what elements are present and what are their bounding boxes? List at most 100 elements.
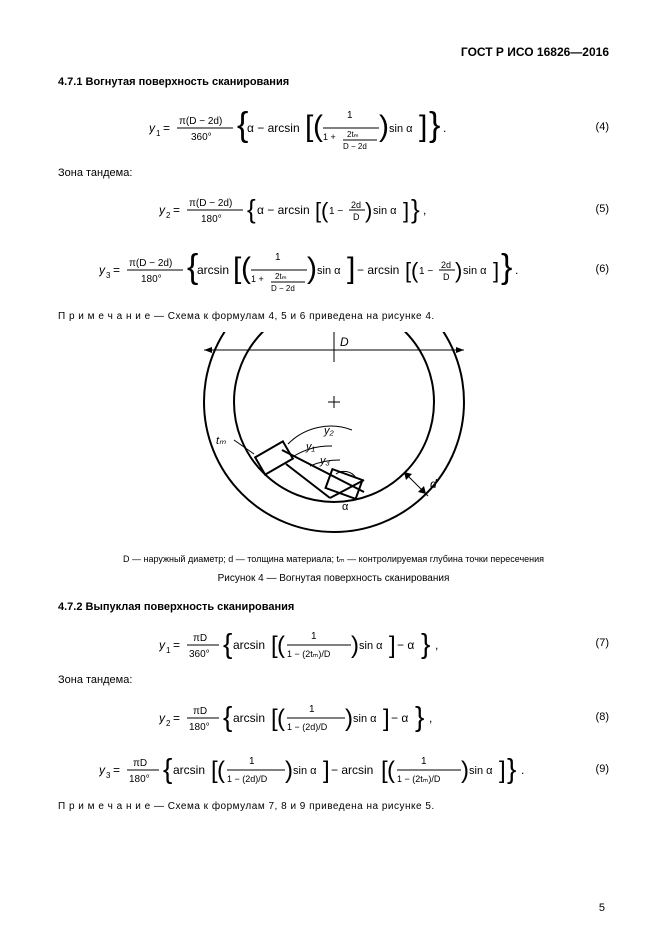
- svg-text:}: }: [429, 106, 440, 144]
- note-2: П р и м е ч а н и е — Схема к формулам 7…: [58, 800, 609, 814]
- svg-text:{: {: [163, 753, 172, 784]
- svg-text:): ): [345, 705, 353, 732]
- svg-text:2tₘ: 2tₘ: [347, 130, 359, 139]
- svg-text:=: =: [163, 121, 170, 135]
- svg-text:.: .: [443, 121, 446, 135]
- svg-text:1: 1: [309, 704, 315, 715]
- svg-text:sin α: sin α: [317, 265, 341, 277]
- svg-text:(: (: [241, 252, 251, 285]
- svg-text:y: y: [159, 638, 166, 652]
- equation-5-body: y 2 = π(D − 2d) 180° { α − arcsin [ ( 1 …: [58, 188, 579, 232]
- figure-4-svg: D d: [154, 332, 514, 542]
- svg-text:}: }: [507, 753, 516, 784]
- svg-text:2: 2: [166, 719, 171, 728]
- svg-text:]: ]: [403, 198, 409, 223]
- svg-text:arcsin: arcsin: [233, 638, 265, 652]
- svg-text:,: ,: [435, 638, 438, 652]
- svg-text:180°: 180°: [129, 774, 150, 785]
- figure-4-caption: Рисунок 4 — Вогнутая поверхность сканиро…: [58, 572, 609, 586]
- svg-text:3: 3: [106, 771, 111, 780]
- svg-text:(: (: [321, 198, 329, 223]
- svg-text:=: =: [173, 203, 180, 217]
- svg-text:y: y: [149, 121, 156, 135]
- tandem-zone-2: Зона тандема:: [58, 673, 609, 688]
- svg-text:y₁: y₁: [305, 441, 316, 453]
- svg-text:1 −: 1 −: [419, 266, 433, 277]
- svg-text:D − 2d: D − 2d: [343, 142, 367, 151]
- svg-text:α − arcsin: α − arcsin: [247, 121, 300, 135]
- section-472-title: 4.7.2 Выпуклая поверхность сканирования: [58, 600, 609, 615]
- svg-text:π(D − 2d): π(D − 2d): [189, 198, 232, 209]
- equation-7-number: (7): [579, 636, 609, 651]
- svg-text:=: =: [113, 263, 120, 277]
- svg-text:sin α: sin α: [359, 640, 383, 652]
- svg-text:arcsin: arcsin: [173, 763, 205, 777]
- equation-4: y 1 = π(D − 2d) 360° { α − arcsin [ ( 1 …: [58, 96, 609, 160]
- equation-5-number: (5): [579, 202, 609, 217]
- equation-5: y 2 = π(D − 2d) 180° { α − arcsin [ ( 1 …: [58, 188, 609, 232]
- svg-text:1: 1: [166, 646, 171, 655]
- svg-text:360°: 360°: [189, 649, 210, 660]
- svg-text:): ): [365, 198, 372, 223]
- svg-text:arcsin: arcsin: [233, 711, 265, 725]
- svg-text:]: ]: [493, 258, 499, 283]
- svg-text:=: =: [113, 763, 120, 777]
- svg-text:y: y: [99, 263, 106, 277]
- svg-text:1: 1: [347, 110, 353, 121]
- svg-text:d: d: [430, 477, 437, 491]
- svg-text:1: 1: [275, 252, 281, 263]
- svg-text:− α: − α: [391, 711, 408, 725]
- svg-text:.: .: [521, 763, 524, 777]
- svg-text:1: 1: [156, 129, 161, 138]
- svg-text:]: ]: [323, 757, 330, 784]
- svg-text:y: y: [99, 763, 106, 777]
- svg-text:(: (: [277, 705, 285, 732]
- svg-text:1 − (2d)/D: 1 − (2d)/D: [287, 722, 328, 732]
- svg-text:1: 1: [249, 756, 255, 767]
- svg-text:}: }: [411, 194, 420, 224]
- svg-text:}: }: [501, 248, 512, 286]
- svg-text:360°: 360°: [191, 132, 212, 143]
- svg-text:π(D − 2d): π(D − 2d): [129, 258, 172, 269]
- page-number: 5: [599, 901, 605, 916]
- svg-text:(: (: [411, 258, 419, 283]
- svg-text:,: ,: [429, 711, 432, 725]
- svg-text:1: 1: [421, 756, 427, 767]
- equation-8-number: (8): [579, 710, 609, 725]
- svg-text:tₘ: tₘ: [216, 435, 226, 447]
- svg-text:D: D: [443, 272, 450, 282]
- svg-text:1 − (2tₘ)/D: 1 − (2tₘ)/D: [397, 774, 441, 784]
- svg-text:1: 1: [311, 631, 317, 642]
- equation-8: y 2 = πD 180° { arcsin [ ( 1 1 − (2d)/D …: [58, 694, 609, 740]
- svg-text:sin α: sin α: [469, 765, 493, 777]
- svg-text:πD: πD: [133, 758, 147, 769]
- svg-text:=: =: [173, 638, 180, 652]
- svg-text:): ): [461, 757, 469, 784]
- equation-6-number: (6): [579, 262, 609, 277]
- svg-text:(: (: [277, 632, 285, 659]
- svg-text:180°: 180°: [189, 722, 210, 733]
- tandem-zone-1: Зона тандема:: [58, 166, 609, 181]
- svg-text:sin α: sin α: [389, 123, 413, 135]
- svg-text:1 +: 1 +: [323, 132, 336, 142]
- equation-7: y 1 = πD 360° { arcsin [ ( 1 1 − (2tₘ)/D…: [58, 621, 609, 667]
- equation-6-body: y 3 = π(D − 2d) 180° { arcsin [ ( 1 1 + …: [58, 238, 579, 302]
- svg-text:1 − (2d)/D: 1 − (2d)/D: [227, 774, 268, 784]
- svg-text:): ): [285, 757, 293, 784]
- equation-7-body: y 1 = πD 360° { arcsin [ ( 1 1 − (2tₘ)/D…: [58, 621, 579, 667]
- svg-text:(: (: [387, 757, 395, 784]
- figure-4-legend: D — наружный диаметр; d — толщина матери…: [58, 553, 609, 566]
- svg-text:): ): [379, 110, 389, 143]
- svg-text:arcsin: arcsin: [197, 263, 229, 277]
- svg-text:α − arcsin: α − arcsin: [257, 203, 310, 217]
- equation-4-number: (4): [579, 120, 609, 135]
- page: ГОСТ Р ИСО 16826—2016 4.7.1 Вогнутая пов…: [0, 0, 661, 936]
- svg-text:sin α: sin α: [353, 713, 377, 725]
- svg-text:− arcsin: − arcsin: [331, 763, 373, 777]
- section-471-title: 4.7.1 Вогнутая поверхность сканирования: [58, 75, 609, 90]
- svg-text:y: y: [159, 203, 166, 217]
- svg-text:]: ]: [499, 757, 506, 784]
- equation-8-body: y 2 = πD 180° { arcsin [ ( 1 1 − (2d)/D …: [58, 694, 579, 740]
- svg-text:D − 2d: D − 2d: [271, 284, 295, 293]
- svg-text:{: {: [247, 194, 256, 224]
